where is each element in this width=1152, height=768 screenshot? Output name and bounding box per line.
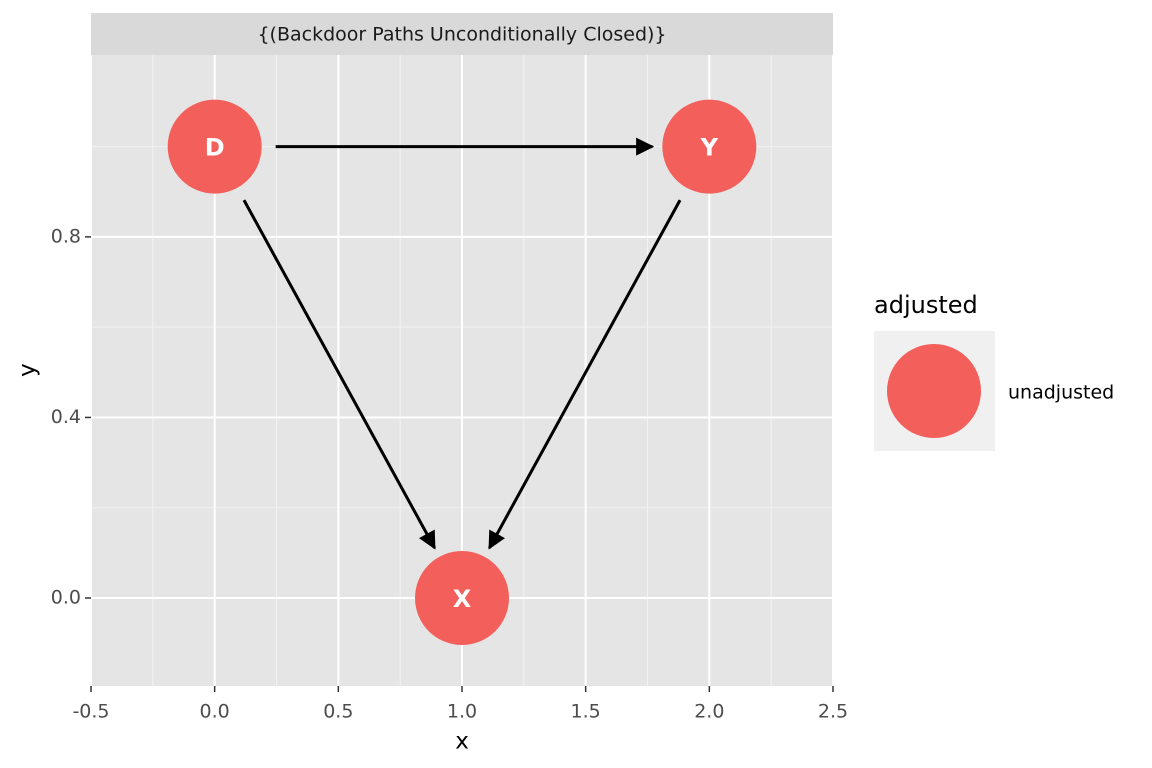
node — [167, 99, 262, 194]
y-axis-title: y — [15, 363, 41, 377]
edge — [242, 199, 436, 550]
facet-strip — [91, 13, 833, 55]
legend-label: unadjusted — [1008, 382, 1114, 404]
x-tick-label: 0.5 — [323, 701, 353, 723]
y-tick-label: 0.0 — [51, 586, 81, 608]
node — [662, 99, 757, 194]
x-axis-title: x — [455, 729, 469, 755]
x-tick-label: 2.0 — [694, 701, 724, 723]
node-label: D — [205, 134, 225, 162]
facet-title: {(Backdoor Paths Unconditionally Closed)… — [257, 24, 666, 46]
edge — [488, 199, 682, 550]
x-tick-label: 0.0 — [200, 701, 230, 723]
legend-symbol — [887, 344, 981, 438]
x-tick-label: 1.0 — [447, 701, 477, 723]
x-tick-label: 1.5 — [571, 701, 601, 723]
node-label: Y — [700, 134, 719, 162]
y-tick-label: 0.8 — [51, 225, 81, 247]
x-tick-label: 2.5 — [818, 701, 848, 723]
node — [415, 550, 509, 645]
legend-title: adjusted — [874, 291, 978, 319]
y-tick-label: 0.4 — [51, 406, 81, 428]
node-label: X — [453, 585, 472, 613]
x-tick-label: -0.5 — [72, 701, 109, 723]
